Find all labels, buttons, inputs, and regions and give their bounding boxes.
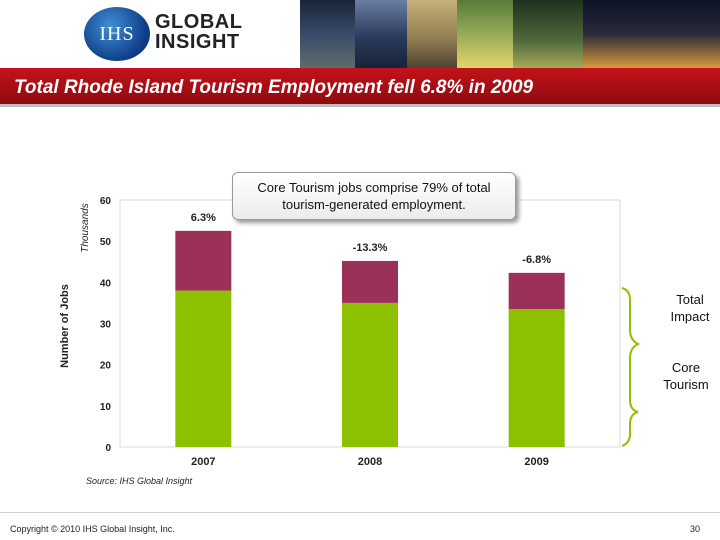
page-number: 30 (690, 524, 701, 534)
bar-core-tourism (342, 302, 398, 447)
x-tick-label: 2009 (524, 456, 548, 468)
data-label: -13.3% (353, 242, 388, 254)
y-tick-label: 40 (100, 278, 112, 289)
y-tick-label: 20 (100, 361, 112, 372)
bar-total-impact (175, 230, 232, 291)
brand-line1: GLOBAL (155, 11, 243, 33)
slide-title: Total Rhode Island Tourism Employment fe… (14, 77, 534, 98)
brace-core-tourism (621, 376, 639, 447)
y-tick-label: 60 (100, 196, 112, 207)
title-divider (0, 104, 720, 107)
x-tick-label: 2007 (191, 456, 215, 468)
callout-box: Core Tourism jobs comprise 79% of total … (232, 172, 516, 220)
y-axis-title: Number of Jobs (59, 284, 71, 368)
lighthouse-photo (300, 0, 355, 68)
header-banner: IHS GLOBAL INSIGHT (0, 0, 720, 68)
bar-total-impact (508, 272, 565, 310)
mansion-photo (355, 0, 407, 68)
city-night-photo (583, 0, 720, 68)
data-label: -6.8% (522, 254, 551, 266)
y-tick-label: 50 (100, 237, 112, 248)
ihs-logo-icon: IHS (84, 7, 150, 61)
garden-photo (457, 0, 513, 68)
logo-initials: IHS (99, 22, 135, 45)
x-tick-label: 2008 (358, 456, 382, 468)
legend-core-tourism: Core Tourism (663, 360, 709, 392)
ballroom-photo (407, 0, 457, 68)
y-tick-label: 30 (100, 320, 112, 331)
data-label: 6.3% (191, 212, 216, 224)
legend-total-impact: Total Impact (670, 292, 710, 324)
y-axis-unit: Thousands (80, 203, 91, 252)
brace-total-impact (621, 287, 641, 376)
brand-wordmark: GLOBAL INSIGHT (155, 12, 242, 52)
y-tick-label: 10 (100, 402, 112, 413)
title-bar: Total Rhode Island Tourism Employment fe… (0, 68, 720, 104)
source-note: Source: IHS Global Insight (86, 476, 193, 486)
bar-core-tourism (508, 309, 565, 447)
park-photo (513, 0, 583, 68)
footer-divider (0, 512, 720, 513)
bar-total-impact (342, 260, 398, 303)
bar-core-tourism (175, 290, 232, 447)
y-tick-label: 0 (105, 443, 111, 454)
copyright-text: Copyright © 2010 IHS Global Insight, Inc… (10, 524, 175, 534)
brand-line2: INSIGHT (155, 31, 240, 53)
